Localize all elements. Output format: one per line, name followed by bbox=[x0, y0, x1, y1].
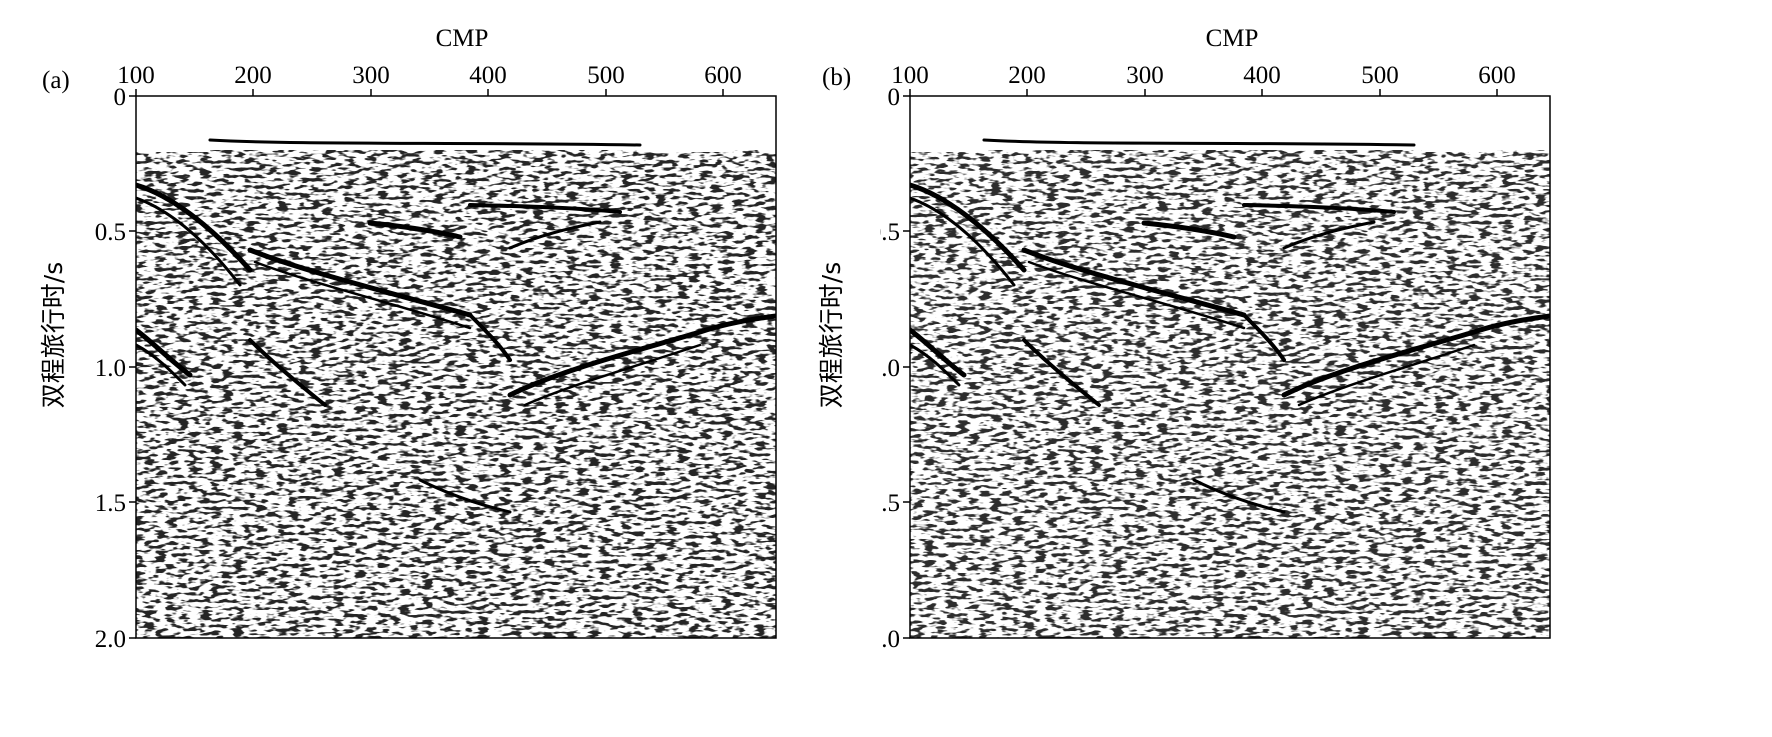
x-tick-label: 400 bbox=[1243, 62, 1281, 89]
y-tick-label: 0 bbox=[888, 84, 901, 111]
x-tick-marks bbox=[909, 89, 1498, 96]
x-axis-title: CMP bbox=[1206, 25, 1259, 52]
y-tick-label: 0 bbox=[114, 84, 127, 111]
seismic-panel-a: CMP (a) 100 200 300 400 500 600 0 0.5 1.… bbox=[0, 0, 880, 737]
y-tick-label: 1.5 bbox=[880, 490, 900, 517]
y-axis-title-box-b: 双程旅行时/s bbox=[800, 100, 860, 570]
x-tick-marks bbox=[135, 89, 724, 96]
x-tick-label: 100 bbox=[117, 62, 155, 89]
reflector-events bbox=[136, 138, 776, 514]
seismic-panel-b: CMP (b) 100 200 300 400 500 600 0 0.5 1.… bbox=[880, 0, 1760, 737]
seismic-image bbox=[910, 96, 1550, 638]
x-tick-label: 600 bbox=[704, 62, 742, 89]
x-tick-label: 500 bbox=[1361, 62, 1399, 89]
y-tick-label: 1.5 bbox=[95, 490, 126, 517]
y-tick-marks bbox=[903, 95, 910, 639]
x-tick-label: 300 bbox=[352, 62, 390, 89]
y-tick-label: 0.5 bbox=[95, 219, 126, 246]
x-tick-label: 200 bbox=[1008, 62, 1046, 89]
y-tick-label: 2.0 bbox=[95, 626, 126, 653]
seismic-image bbox=[136, 96, 776, 638]
panel-label-b: (b) bbox=[822, 64, 852, 91]
x-tick-label: 600 bbox=[1478, 62, 1516, 89]
y-tick-label: 2.0 bbox=[880, 626, 900, 653]
x-tick-label: 500 bbox=[587, 62, 625, 89]
y-tick-marks bbox=[129, 95, 136, 639]
reflector-events bbox=[910, 138, 1550, 514]
y-axis-title-box: 双程旅行时/s bbox=[22, 100, 82, 570]
x-tick-label: 100 bbox=[891, 62, 929, 89]
y-axis-title: 双程旅行时/s bbox=[39, 261, 69, 409]
panel-a-svg: CMP (a) 100 200 300 400 500 600 0 0.5 1.… bbox=[42, 25, 777, 653]
x-tick-label: 400 bbox=[469, 62, 507, 89]
x-axis-title: CMP bbox=[436, 25, 489, 52]
y-tick-label: 1.0 bbox=[880, 355, 900, 382]
panel-b-svg: CMP (b) 100 200 300 400 500 600 0 0.5 1.… bbox=[880, 25, 1551, 653]
y-tick-label: 1.0 bbox=[95, 355, 126, 382]
x-tick-label: 200 bbox=[234, 62, 272, 89]
x-tick-label: 300 bbox=[1126, 62, 1164, 89]
panel-label: (a) bbox=[42, 67, 70, 94]
y-tick-label: 0.5 bbox=[880, 219, 900, 246]
y-axis-title: 双程旅行时/s bbox=[817, 261, 847, 409]
